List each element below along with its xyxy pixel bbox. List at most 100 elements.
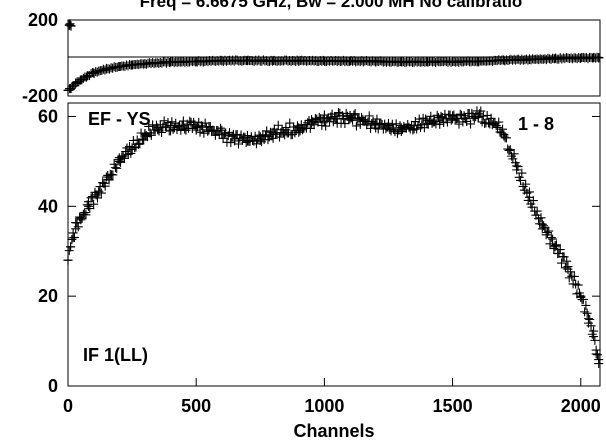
amplitude-point-0-121	[218, 133, 228, 143]
amplitude-point-pt-0-44	[576, 291, 586, 301]
amplitude-point-pt-0-11	[153, 123, 163, 133]
amplitude-point-pt-0-39	[512, 161, 522, 171]
amplitude-point-0-283	[426, 111, 436, 121]
amplitude-point-0-235	[364, 111, 374, 121]
phase-point-pt-0-14	[242, 56, 252, 66]
amplitude-point-0-288	[432, 110, 442, 120]
phase-point-pt-0-20	[396, 57, 406, 67]
amplitude-point-0-37	[110, 163, 120, 173]
phase-point-pt-0-22	[448, 57, 458, 67]
amplitude-point-0-256	[391, 119, 401, 129]
x-tick-label-4: 2000	[561, 396, 601, 416]
amplitude-point-pt-0-43	[563, 264, 573, 274]
x-tick-label-2: 1000	[304, 396, 344, 416]
x-tick-label-1: 500	[181, 396, 211, 416]
amplitude-point-0-322	[476, 106, 486, 116]
annotation-baseline: EF - YS	[88, 109, 151, 129]
amplitude-point-0-92	[181, 125, 191, 135]
amplitude-point-0-43	[118, 151, 128, 161]
phase-point-pt-0-25	[524, 55, 534, 65]
amplitude-point-pt-0-9	[127, 143, 137, 153]
amplitude-point-0-44	[119, 153, 129, 163]
phase-point-pt-0-11	[166, 57, 176, 67]
amplitude-point-pt-0-37	[486, 114, 496, 124]
amplitude-point-pt-0-29	[383, 120, 393, 130]
amplitude-point-0-224	[350, 109, 360, 119]
amplitude-point-0-286	[430, 117, 440, 127]
x-axis-label: Channels	[293, 421, 374, 441]
amplitude-point-0-343	[503, 144, 513, 154]
amplitude-point-pt-0-16	[217, 129, 227, 139]
amplitude-point-0-345	[505, 145, 515, 155]
amplitude-point-pt-0-27	[358, 116, 368, 126]
amplitude-point-0-339	[498, 124, 508, 134]
amplitude-point-0-277	[418, 113, 428, 123]
amplitude-point-0-97	[187, 124, 197, 134]
amplitude-point-pt-0-42	[550, 242, 560, 252]
amplitude-point-0-179	[292, 121, 302, 131]
amplitude-point-pt-0-26	[345, 114, 355, 124]
amplitude-point-0-177	[290, 128, 300, 138]
amplitude-point-pt-0-30	[396, 123, 406, 133]
amplitude-point-0-35	[108, 170, 118, 180]
amplitude-point-pt-0-46	[589, 332, 599, 342]
amplitude-point-pt-0-20	[268, 127, 278, 137]
amplitude-point-pt-0-24	[319, 116, 329, 126]
amplitude-point-0-65	[146, 130, 156, 140]
amplitude-point-pt-0-34	[448, 114, 458, 124]
amplitude-point-0-378	[548, 234, 558, 244]
amplitude-point-0-351	[513, 162, 523, 172]
phase-point-pt-0-12	[191, 56, 201, 66]
amplitude-point-0-404	[581, 300, 591, 310]
amplitude-point-0-408	[586, 321, 596, 331]
amplitude-point-0-305	[454, 119, 464, 129]
amplitude-point-pt-0-48	[594, 359, 604, 369]
amplitude-point-0-139	[241, 137, 251, 147]
amplitude-point-0-376	[545, 239, 555, 249]
amplitude-point-pt-0-6	[94, 188, 104, 198]
amplitude-point-0-306	[455, 109, 465, 119]
amplitude-point-pt-0-10	[140, 129, 150, 139]
amplitude-point-0-333	[490, 118, 500, 128]
amplitude-point-0-395	[569, 271, 579, 281]
amplitude-point-pt-0-32	[422, 118, 432, 128]
phase-point-pt-0-3	[71, 79, 81, 89]
amplitude-point-0-59	[139, 135, 149, 145]
phase-point-pt-0-17	[319, 56, 329, 66]
amplitude-y-tick-label-1: 20	[38, 286, 58, 306]
amplitude-point-0-106	[199, 128, 209, 138]
amplitude-point-0-183	[298, 125, 308, 135]
amplitude-point-0-375	[544, 226, 554, 236]
amplitude-point-pt-0-36	[473, 111, 483, 121]
amplitude-point-0-413	[592, 350, 602, 360]
amplitude-point-0-291	[436, 111, 446, 121]
amplitude-point-0-302	[450, 115, 460, 125]
amplitude-point-0-1	[64, 246, 74, 256]
amplitude-point-pt-0-1	[66, 242, 76, 252]
amplitude-series	[63, 106, 604, 369]
amplitude-point-pt-0-18	[242, 136, 252, 146]
phase-point-pt-0-5	[82, 71, 92, 81]
amplitude-point-0-241	[372, 114, 382, 124]
amplitude-point-0-73	[157, 128, 167, 138]
amplitude-point-0-216	[340, 119, 350, 129]
amplitude-point-pt-0-2	[68, 233, 78, 243]
amplitude-y-tick-label-3: 60	[38, 106, 58, 126]
amplitude-point-0-377	[546, 233, 556, 243]
amplitude-point-0-155	[262, 126, 272, 136]
amplitude-point-0-381	[551, 240, 561, 250]
phase-point-pt-0-18	[345, 56, 355, 66]
amplitude-point-pt-0-5	[84, 201, 94, 211]
amplitude-point-pt-0-47	[591, 345, 601, 355]
amplitude-point-0-38	[112, 163, 122, 173]
x-tick-label-3: 1500	[433, 396, 473, 416]
phase-y-tick-label-0: -200	[22, 86, 58, 106]
amplitude-point-0-103	[195, 127, 205, 137]
amplitude-point-0-317	[469, 113, 479, 123]
amplitude-y-tick-label-0: 0	[48, 376, 58, 396]
amplitude-point-0-294	[440, 109, 450, 119]
amplitude-point-0-49	[126, 148, 136, 158]
amplitude-point-0-388	[560, 263, 570, 273]
